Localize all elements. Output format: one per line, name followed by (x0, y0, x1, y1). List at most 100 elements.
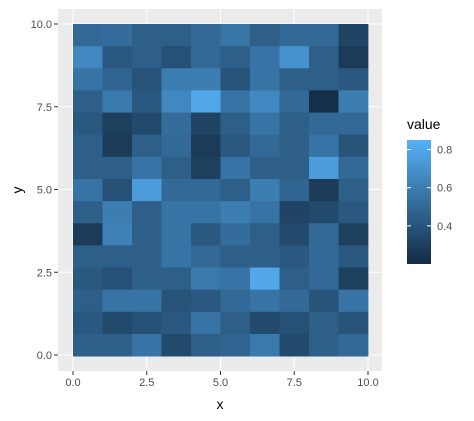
heatmap-tile (220, 112, 251, 136)
heatmap-tile (132, 46, 162, 69)
heatmap-tile (220, 245, 251, 268)
heatmap-tile (102, 68, 133, 91)
heatmap-tile (102, 289, 133, 313)
heatmap-tile (102, 178, 133, 202)
heatmap-tile (73, 68, 103, 91)
heatmap-tile (220, 267, 251, 291)
heatmap-tile (102, 245, 133, 268)
heatmap-tile (279, 90, 310, 113)
heatmap-tile (220, 134, 251, 158)
heatmap-tile (279, 289, 310, 313)
heatmap-tile (309, 311, 339, 335)
heatmap-tile (220, 24, 251, 47)
heatmap-tile (220, 289, 251, 313)
heatmap-tile (132, 201, 162, 224)
heatmap-tile (279, 134, 310, 158)
heatmap-tile (102, 46, 133, 69)
heatmap-tile (279, 46, 310, 69)
heatmap-tile (338, 134, 369, 158)
heatmap-tile (73, 311, 103, 335)
heatmap-tile (132, 156, 162, 180)
heatmap-tile (250, 333, 280, 357)
legend-tick-label: 0.6 (437, 183, 452, 195)
heatmap-tile (132, 333, 162, 357)
heatmap-tile (102, 156, 133, 180)
heatmap-tile (338, 223, 369, 246)
heatmap-tile (309, 90, 339, 113)
heatmap-tile (279, 311, 310, 335)
heatmap-tile (338, 289, 369, 313)
heatmap-tile (309, 112, 339, 136)
heatmap-tile (309, 156, 339, 180)
heatmap-tile (161, 112, 192, 136)
legend-tick-label: 0.8 (437, 145, 452, 157)
heatmap-tile (191, 68, 221, 91)
heatmap-tile (132, 134, 162, 158)
heatmap-tile (102, 223, 133, 246)
heatmap-tile (250, 24, 280, 47)
heatmap-tile (250, 178, 280, 202)
heatmap-tile (250, 46, 280, 69)
heatmap-tile (309, 68, 339, 91)
heatmap-tile (102, 90, 133, 113)
heatmap-tile (102, 267, 133, 291)
heatmap-tile (191, 201, 221, 224)
heatmap-tile (161, 46, 192, 69)
heatmap-tile (338, 68, 369, 91)
heatmap-tile (250, 134, 280, 158)
heatmap-tile (191, 156, 221, 180)
heatmap-tile (161, 178, 192, 202)
heatmap-tile (73, 46, 103, 69)
heatmap-tile (279, 68, 310, 91)
heatmap-tile (161, 68, 192, 91)
heatmap-tile (279, 223, 310, 246)
heatmap-tile (279, 178, 310, 202)
legend-tick-label: 0.4 (437, 221, 452, 233)
heatmap-tile (191, 289, 221, 313)
heatmap-tile (250, 112, 280, 136)
heatmap-tile (279, 156, 310, 180)
x-tick-label: 7.5 (287, 377, 302, 389)
heatmap-tile (220, 178, 251, 202)
x-axis: 0.0 2.5 5.0 7.5 10.0 (65, 371, 379, 389)
heatmap-tile (73, 156, 103, 180)
heatmap-tile (102, 112, 133, 136)
heatmap-tile (220, 90, 251, 113)
heatmap-tile (161, 156, 192, 180)
heatmap-tile (191, 311, 221, 335)
heatmap-tile (250, 68, 280, 91)
heatmap-tile (102, 201, 133, 224)
heatmap-tile (279, 267, 310, 291)
heatmap-tile (309, 134, 339, 158)
x-tick-label: 2.5 (139, 377, 154, 389)
y-tick-label: 0.0 (37, 350, 52, 362)
heatmap-tile (338, 24, 369, 47)
heatmap-tile (220, 223, 251, 246)
heatmap-tile (220, 311, 251, 335)
heatmap-tile (338, 311, 369, 335)
heatmap-tile (279, 24, 310, 47)
heatmap-tile (191, 267, 221, 291)
heatmap-tile (250, 311, 280, 335)
heatmap-tile (338, 112, 369, 136)
heatmap-tile (220, 68, 251, 91)
y-tick-label: 2.5 (37, 267, 52, 279)
heatmap-tile (309, 46, 339, 69)
heatmap-tile (161, 311, 192, 335)
heatmap-tile (161, 333, 192, 357)
heatmap-tile (73, 223, 103, 246)
heatmap-tile (309, 267, 339, 291)
heatmap-tile (161, 223, 192, 246)
heatmap-tile (191, 90, 221, 113)
legend-ticks: 0.4 0.6 0.8 (407, 145, 452, 233)
heatmap-tile (161, 90, 192, 113)
y-tick-label: 5.0 (37, 185, 52, 197)
heatmap-tile (279, 333, 310, 357)
heatmap-tile (132, 24, 162, 47)
heatmap-tile (338, 201, 369, 224)
heatmap-tile (73, 333, 103, 357)
heatmap-tile (191, 245, 221, 268)
heatmap-tile (250, 223, 280, 246)
heatmap-tile (132, 68, 162, 91)
heatmap-tile (73, 267, 103, 291)
